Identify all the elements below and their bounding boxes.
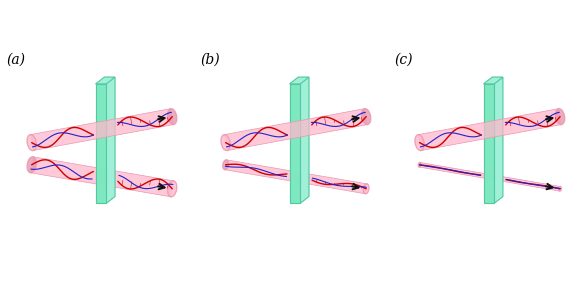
Polygon shape — [419, 162, 560, 191]
Polygon shape — [289, 77, 309, 84]
Polygon shape — [289, 84, 300, 203]
Polygon shape — [300, 77, 309, 203]
Polygon shape — [225, 160, 367, 194]
Text: (a): (a) — [6, 53, 26, 67]
Ellipse shape — [415, 135, 424, 151]
Text: (c): (c) — [394, 53, 413, 67]
Ellipse shape — [362, 109, 371, 125]
Ellipse shape — [168, 109, 177, 125]
Polygon shape — [224, 109, 367, 150]
Polygon shape — [30, 157, 173, 197]
Ellipse shape — [556, 109, 565, 125]
Polygon shape — [483, 77, 503, 84]
Polygon shape — [106, 77, 115, 203]
Ellipse shape — [27, 157, 36, 173]
Ellipse shape — [418, 162, 421, 167]
Polygon shape — [96, 77, 115, 84]
Ellipse shape — [168, 181, 177, 197]
Text: (b): (b) — [200, 53, 220, 67]
Polygon shape — [96, 77, 115, 84]
Polygon shape — [96, 84, 106, 203]
Polygon shape — [494, 77, 503, 203]
Ellipse shape — [559, 187, 561, 191]
Polygon shape — [300, 77, 309, 203]
Polygon shape — [289, 84, 300, 203]
Polygon shape — [483, 77, 503, 84]
Polygon shape — [106, 77, 115, 203]
Polygon shape — [494, 77, 503, 203]
Ellipse shape — [363, 184, 369, 194]
Ellipse shape — [223, 160, 229, 170]
Ellipse shape — [221, 135, 230, 151]
Polygon shape — [289, 77, 309, 84]
Polygon shape — [96, 84, 106, 203]
Ellipse shape — [27, 135, 36, 151]
Polygon shape — [483, 84, 494, 203]
Polygon shape — [30, 109, 173, 150]
Polygon shape — [418, 109, 561, 150]
Polygon shape — [483, 84, 494, 203]
